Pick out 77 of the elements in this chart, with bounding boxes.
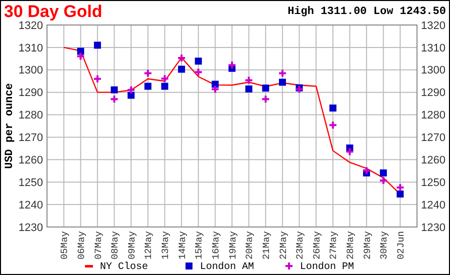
point (262, 84, 270, 92)
y-tick-label: 1300 (18, 64, 43, 77)
point (178, 54, 186, 62)
point (94, 75, 101, 82)
y2-tick-label: 1240 (421, 199, 446, 212)
y2-tick-label: 1230 (421, 222, 446, 234)
point (144, 82, 152, 90)
x-tick-label: 02Jun (396, 231, 407, 260)
legend-label: London AM (200, 261, 254, 273)
point (128, 92, 135, 99)
x-tick-label: 28May (345, 230, 356, 260)
point (396, 184, 404, 191)
y2-tick-label: 1250 (421, 176, 446, 189)
x-tick-label: 12May (143, 230, 154, 260)
point (194, 68, 202, 76)
x-tick-label: 26May (311, 230, 322, 260)
x-tick-label: 29May (362, 230, 373, 260)
y-tick-label: 1240 (18, 199, 43, 212)
chart-subtitle: High 1311.00 Low 1243.50 (288, 6, 446, 18)
x-tick-label: 08May (110, 230, 121, 260)
point (144, 70, 152, 77)
point (178, 66, 186, 73)
y-tick-label: 1260 (18, 154, 43, 167)
legend-label: NY Close (100, 261, 148, 273)
x-tick-label: 30May (378, 230, 390, 260)
x-tick-label: 07May (92, 230, 104, 260)
point (346, 148, 354, 156)
point (94, 42, 101, 49)
y-axis-title: USD per ounce (4, 82, 16, 169)
x-tick-label: 22May (278, 230, 289, 260)
point (380, 169, 387, 176)
chart-title: 30 Day Gold (4, 2, 102, 21)
point (161, 75, 168, 82)
point (262, 96, 270, 103)
y-tick-label: 1250 (18, 176, 43, 189)
point (245, 85, 252, 92)
x-tick-label: 05May (59, 230, 70, 260)
point (77, 52, 84, 60)
x-tick-label: 13May (160, 230, 172, 260)
point (380, 177, 387, 184)
legend-label: London PM (300, 261, 354, 273)
point (278, 70, 286, 77)
x-tick-label: 21May (260, 230, 272, 260)
y2-tick-label: 1290 (421, 87, 446, 100)
point (212, 86, 219, 93)
y-tick-label: 1320 (18, 20, 43, 32)
y-tick-label: 1280 (18, 110, 43, 122)
x-tick-label: 27May (328, 230, 340, 260)
y-tick-label: 1230 (18, 222, 43, 234)
y-tick-label: 1310 (18, 42, 43, 54)
point (329, 104, 336, 112)
point (245, 76, 252, 84)
point (329, 122, 336, 129)
x-tick-label: 14May (176, 230, 188, 260)
y2-tick-label: 1280 (421, 110, 446, 122)
y2-tick-label: 1320 (421, 20, 446, 32)
y2-tick-label: 1300 (421, 64, 446, 77)
y-tick-label: 1290 (18, 87, 43, 100)
x-tick-label: 16May (210, 230, 222, 260)
x-tick-label: 23May (294, 230, 306, 260)
point (396, 190, 404, 198)
point (110, 86, 118, 94)
x-tick-label: 19May (227, 230, 238, 260)
point (110, 96, 118, 103)
y-tick-label: 1270 (18, 132, 43, 144)
y2-tick-label: 1270 (421, 132, 446, 144)
point (161, 82, 168, 90)
x-tick-label: 06May (76, 230, 87, 260)
point (194, 58, 202, 65)
x-tick-label: 15May (194, 230, 205, 260)
point (228, 62, 236, 69)
point (278, 78, 286, 86)
y2-tick-label: 1310 (421, 42, 446, 54)
x-tick-label: 20May (244, 230, 256, 260)
point (128, 86, 135, 94)
y2-tick-label: 1260 (421, 154, 446, 167)
x-tick-label: 09May (126, 230, 138, 260)
